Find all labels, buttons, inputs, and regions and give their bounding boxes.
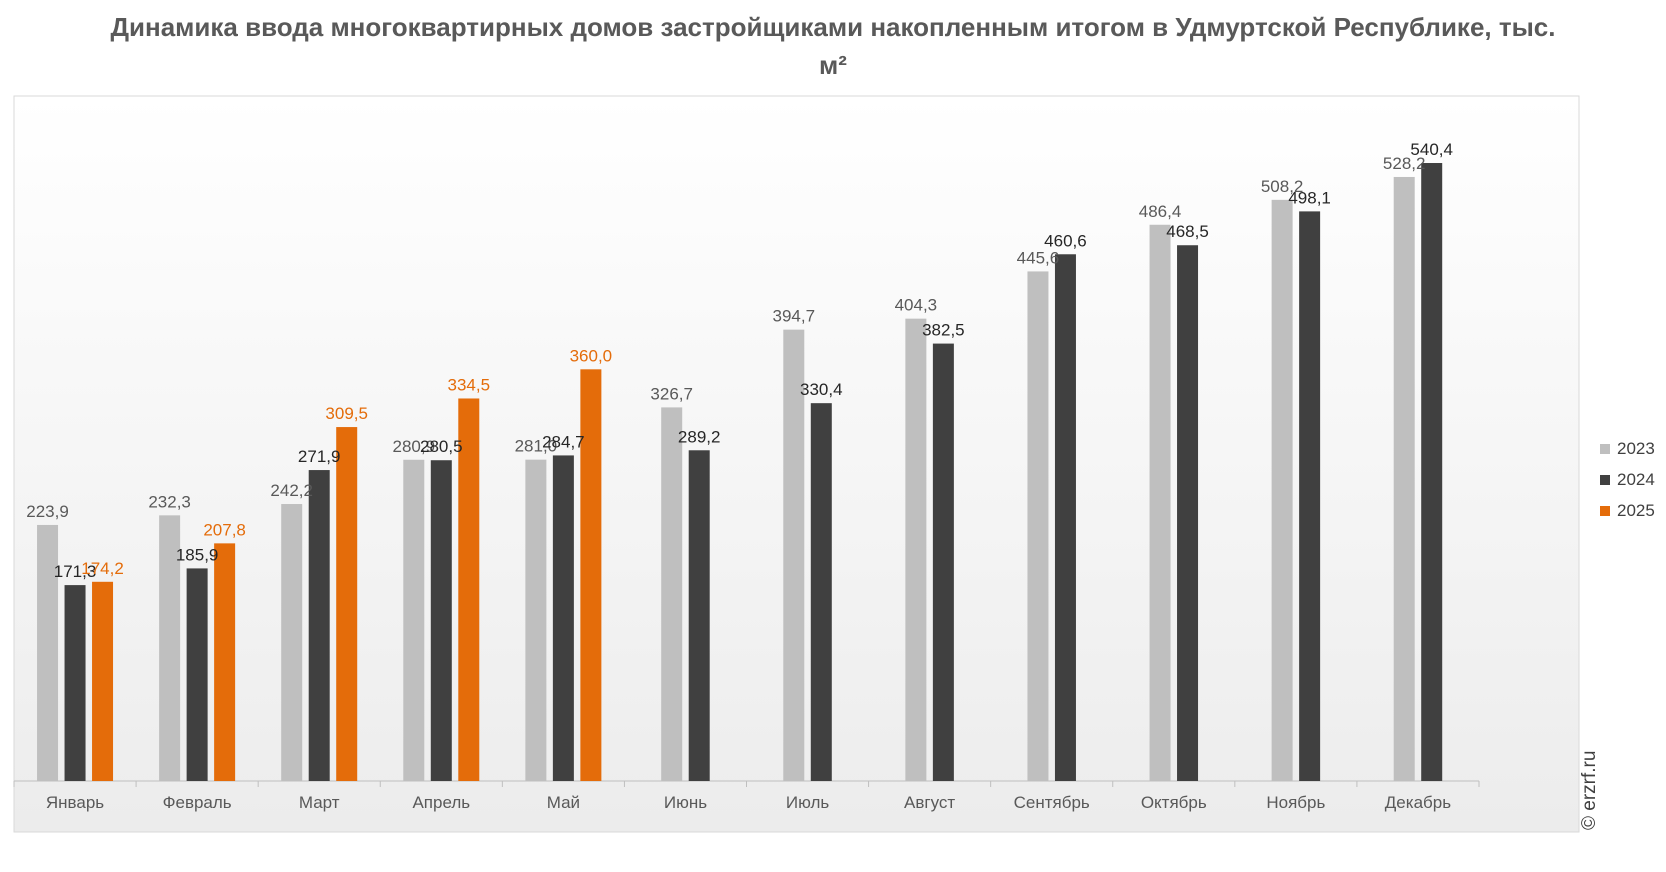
bar-2025 xyxy=(214,543,236,781)
legend: 2023 2024 2025 xyxy=(1600,433,1655,526)
x-tick-label: Январь xyxy=(46,793,104,812)
data-label-2023: 486,4 xyxy=(1139,202,1182,221)
x-tick-label: Февраль xyxy=(163,793,232,812)
bar-2023 xyxy=(37,524,59,781)
bar-2024 xyxy=(1299,211,1321,781)
data-label-2023: 404,3 xyxy=(895,296,938,315)
data-label-2024: 498,1 xyxy=(1288,188,1331,207)
bar-2023 xyxy=(403,459,425,781)
data-label-2024: 185,9 xyxy=(176,545,219,564)
bar-2024 xyxy=(430,460,452,781)
data-label-2023: 280,9 xyxy=(393,437,436,456)
bar-2023 xyxy=(159,515,181,781)
data-label-2023: 528,2 xyxy=(1383,154,1426,173)
bar-2025 xyxy=(336,427,358,781)
watermark: © erzrf.ru xyxy=(1579,750,1600,830)
data-label-2024: 280,5 xyxy=(420,437,463,456)
x-tick-label: Декабрь xyxy=(1385,793,1451,812)
bar-2024 xyxy=(186,568,208,781)
data-label-2024: 540,4 xyxy=(1410,140,1453,159)
x-tick-label: Март xyxy=(299,793,340,812)
bar-2023 xyxy=(1149,224,1171,781)
data-label-2023: 326,7 xyxy=(650,384,693,403)
bar-2024 xyxy=(1421,163,1443,781)
legend-item-2025: 2025 xyxy=(1600,495,1655,526)
legend-swatch-2024 xyxy=(1600,474,1610,485)
bar-2024 xyxy=(688,450,710,781)
bar-2023 xyxy=(783,329,805,781)
data-label-2024: 460,6 xyxy=(1044,231,1087,250)
data-label-2024: 382,5 xyxy=(922,321,965,340)
legend-item-2024: 2024 xyxy=(1600,464,1655,495)
data-label-2024: 271,9 xyxy=(298,447,341,466)
legend-item-2023: 2023 xyxy=(1600,433,1655,464)
legend-label-2023: 2023 xyxy=(1617,438,1655,458)
bar-2025 xyxy=(580,369,602,781)
bar-2024 xyxy=(1177,245,1199,782)
data-label-2023: 394,7 xyxy=(773,307,816,326)
x-tick-label: Август xyxy=(904,793,955,812)
bar-2023 xyxy=(1393,176,1415,781)
bar-2023 xyxy=(1271,199,1293,781)
bar-2024 xyxy=(1054,254,1076,781)
data-label-2024: 289,2 xyxy=(678,427,721,446)
data-label-2023: 281,0 xyxy=(515,437,558,456)
data-label-2024: 468,5 xyxy=(1166,222,1209,241)
legend-swatch-2025 xyxy=(1600,505,1610,516)
x-tick-label: Июнь xyxy=(664,793,707,812)
legend-swatch-2023 xyxy=(1600,443,1610,454)
bar-2025 xyxy=(458,398,480,781)
bar-2023 xyxy=(281,504,303,781)
x-tick-label: Апрель xyxy=(412,793,470,812)
legend-label-2025: 2025 xyxy=(1617,500,1655,520)
bar-2023 xyxy=(905,318,927,781)
bar-2023 xyxy=(525,459,547,781)
data-label-2023: 232,3 xyxy=(148,492,191,511)
bar-2023 xyxy=(661,407,683,781)
data-label-2023: 445,6 xyxy=(1017,248,1060,267)
data-label-2023: 508,2 xyxy=(1261,177,1304,196)
data-label-2025: 207,8 xyxy=(203,520,246,539)
bar-2024 xyxy=(308,470,330,781)
legend-label-2024: 2024 xyxy=(1617,469,1655,489)
data-label-2025: 309,5 xyxy=(325,404,368,423)
x-tick-label: Июль xyxy=(786,793,830,812)
data-label-2023: 242,2 xyxy=(270,481,313,500)
bar-2023 xyxy=(1027,271,1049,781)
bar-2025 xyxy=(92,581,114,781)
chart-title: Динамика ввода многоквартирных домов зас… xyxy=(110,12,1556,80)
x-tick-label: Ноябрь xyxy=(1266,793,1325,812)
bar-2024 xyxy=(64,585,86,781)
bar-2024 xyxy=(552,455,574,781)
data-label-2025: 174,2 xyxy=(81,559,124,578)
data-label-2025: 334,5 xyxy=(448,375,491,394)
data-label-2025: 360,0 xyxy=(570,346,613,365)
x-tick-label: Сентябрь xyxy=(1014,793,1090,812)
bar-2024 xyxy=(810,403,832,781)
x-tick-label: Октябрь xyxy=(1141,793,1207,812)
data-label-2024: 284,7 xyxy=(542,432,585,451)
x-tick-label: Май xyxy=(547,793,580,812)
bar-2024 xyxy=(932,343,954,781)
data-label-2024: 171,3 xyxy=(54,562,97,581)
data-label-2024: 330,4 xyxy=(800,380,843,399)
data-label-2023: 223,9 xyxy=(26,502,69,521)
